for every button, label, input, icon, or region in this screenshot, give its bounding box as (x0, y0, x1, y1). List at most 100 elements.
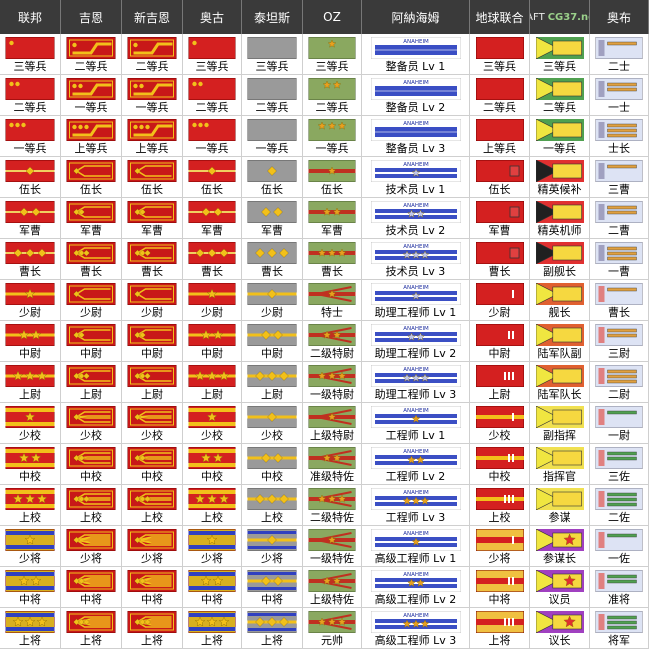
zaft-chevron-rank-icon (535, 201, 584, 223)
rank-cell: 二等兵 (530, 75, 590, 116)
oz-rank-badge-icon (308, 365, 356, 387)
rank-label: 三曹 (608, 183, 630, 196)
rank-cell: 二曹 (590, 198, 649, 239)
rank-label: 少将 (141, 552, 163, 565)
rank-label: 一级特尉 (310, 388, 354, 401)
rank-cell: ANAHEIM 技术员 Lv 2 (362, 198, 470, 239)
zeon-rank-collar-icon (66, 447, 116, 469)
rank-cell: 二等兵 (183, 75, 242, 116)
rank-label: 少尉 (201, 306, 223, 319)
rank-label: 准级特佐 (310, 470, 354, 483)
column-header-label: 地球联合 (475, 10, 524, 25)
rank-cell: 元帅 (303, 608, 362, 649)
rank-label: 曹长 (80, 265, 102, 278)
rank-label: 二尉 (608, 388, 630, 401)
rank-cell: 二级特佐 (303, 485, 362, 526)
orb-rank-bar-icon (595, 78, 643, 100)
rank-bar-icon (5, 160, 55, 182)
rank-cell: 一等兵 (183, 116, 242, 157)
rank-label: 二士 (608, 60, 630, 73)
rank-label: 中校 (141, 470, 163, 483)
oz-rank-badge-icon (308, 201, 356, 223)
earth-alliance-rank-icon (475, 406, 524, 428)
rank-cell: 参谋长 (530, 526, 590, 567)
rank-cell: ANAHEIM 工程师 Lv 2 (362, 444, 470, 485)
rank-label: 上尉 (488, 388, 511, 401)
zeon-rank-collar-icon (127, 488, 177, 510)
rank-cell: 三等兵 (242, 34, 303, 75)
rank-cell: 中校 (122, 444, 183, 485)
rank-label: 曹长 (19, 265, 41, 278)
rank-label: 高级工程师 Lv 3 (374, 634, 457, 647)
rank-cell: 特士 (303, 280, 362, 321)
rank-cell: 上等兵 (61, 116, 122, 157)
rank-cell: ANAHEIM 整备员 Lv 3 (362, 116, 470, 157)
rank-label: 三等兵 (195, 60, 229, 73)
rank-label: 整备员 Lv 3 (385, 142, 446, 155)
rank-cell: 少尉 (242, 280, 303, 321)
zeon-rank-collar-icon (127, 324, 177, 346)
zaft-chevron-rank-icon (535, 160, 584, 182)
rank-cell: 少校 (61, 403, 122, 444)
titans-rank-bar-icon (247, 529, 297, 551)
rank-label: 少将 (488, 552, 511, 565)
rank-bar-icon (5, 570, 55, 592)
rank-label: 三尉 (608, 347, 630, 360)
rank-label: 上等兵 (483, 142, 516, 155)
zeon-rank-collar-icon (127, 365, 177, 387)
rank-cell: 上校 (183, 485, 242, 526)
rank-cell: 上尉 (183, 362, 242, 403)
column-header-label: 奥布 (606, 10, 631, 25)
earth-alliance-rank-icon (475, 611, 524, 633)
rank-cell: 伍长 (122, 157, 183, 198)
rank-label: 二佐 (608, 511, 630, 524)
rank-cell: 将军 (590, 608, 649, 649)
rank-label: 陆军队长 (537, 388, 582, 401)
rank-cell: 一等兵 (242, 116, 303, 157)
rank-bar-icon (188, 529, 236, 551)
rank-label: 二等兵 (543, 101, 576, 114)
rank-cell: ANAHEIM 整备员 Lv 1 (362, 34, 470, 75)
rank-cell: 舰长 (530, 280, 590, 321)
rank-label: 军曹 (321, 224, 343, 237)
svg-text:ANAHEIM: ANAHEIM (403, 244, 429, 250)
column-header-9: 奥布 (590, 0, 649, 34)
rank-cell: 中将 (183, 567, 242, 608)
rank-cell: 伍长 (242, 157, 303, 198)
column-header-label: 联邦 (17, 10, 42, 25)
rank-label: 舰长 (548, 306, 571, 319)
rank-label: 上将 (141, 634, 163, 647)
column-header-0: 联邦 (0, 0, 61, 34)
titans-rank-bar-icon (247, 488, 297, 510)
oz-rank-badge-icon (308, 242, 356, 264)
rank-cell: 三等兵 (530, 34, 590, 75)
rank-cell: 曹长 (470, 239, 530, 280)
rank-cell: 上尉 (122, 362, 183, 403)
rank-label: 少将 (261, 552, 283, 565)
zeon-rank-collar-icon (127, 611, 177, 633)
anaheim-badge-icon: ANAHEIM (370, 324, 461, 346)
zeon-rank-collar-icon (66, 570, 116, 592)
rank-label: 中尉 (19, 347, 41, 360)
earth-alliance-rank-icon (475, 324, 524, 346)
rank-label: 军曹 (19, 224, 41, 237)
rank-label: 中尉 (488, 347, 511, 360)
rank-cell: 曹长 (590, 280, 649, 321)
rank-label: 二等兵 (13, 101, 47, 114)
zaft-chevron-rank-icon (535, 529, 584, 551)
earth-alliance-rank-icon (475, 283, 524, 305)
rank-cell: 军曹 (0, 198, 61, 239)
rank-label: 整备员 Lv 2 (385, 101, 446, 114)
earth-alliance-rank-icon (475, 365, 524, 387)
oz-rank-badge-icon (308, 324, 356, 346)
zaft-chevron-rank-icon (535, 78, 584, 100)
rank-label: 曹长 (608, 306, 630, 319)
column-header-label: ZAFT (530, 11, 545, 23)
rank-cell: 三等兵 (303, 34, 362, 75)
rank-label: 议员 (548, 593, 571, 606)
oz-rank-badge-icon (308, 37, 356, 59)
column-header-7: 地球联合 (470, 0, 530, 34)
zeon-rank-collar-icon (127, 37, 177, 59)
rank-cell: 上将 (122, 608, 183, 649)
